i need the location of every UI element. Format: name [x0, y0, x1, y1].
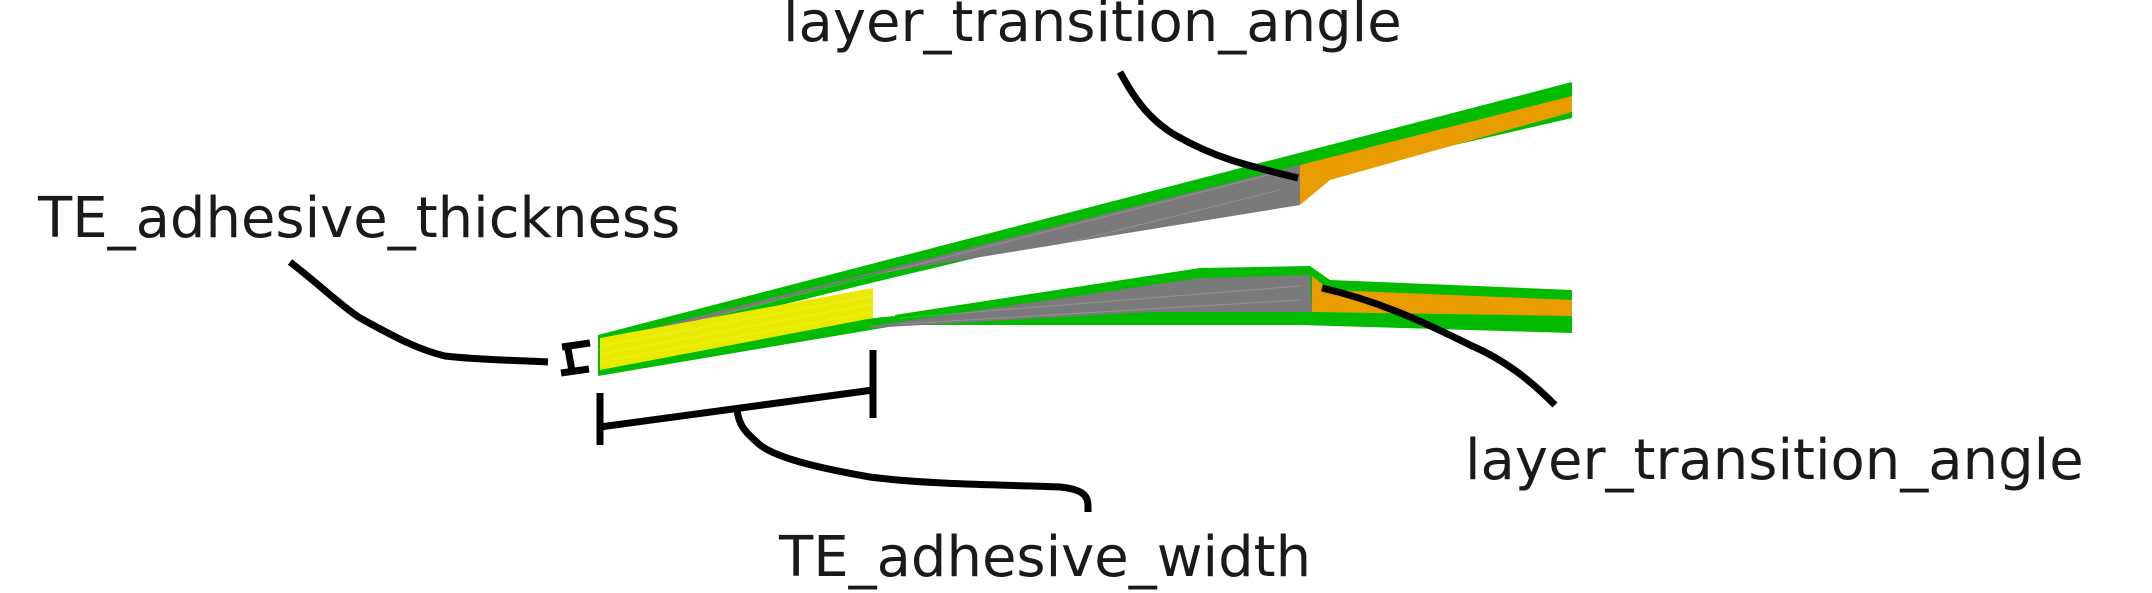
thickness-marker — [560, 339, 591, 377]
leader-line-top — [1116, 70, 1299, 182]
te-adhesive — [599, 284, 895, 370]
annotations — [287, 70, 1558, 513]
upper-spar-cap — [1300, 96, 1572, 205]
leader-line-right — [1321, 284, 1558, 408]
upper-shell-core — [604, 165, 1300, 346]
lower-shell-core — [870, 275, 1312, 328]
upper-shell-skin — [598, 82, 1572, 350]
te-adhesive-bond — [600, 288, 873, 370]
label-layer-transition-angle-top: layer_transition_angle — [783, 0, 1402, 55]
label-te-adhesive-thickness: TE_adhesive_thickness — [37, 186, 680, 251]
leader-line-width — [733, 407, 1092, 513]
label-layer-transition-angle-right: layer_transition_angle — [1465, 428, 2084, 493]
leader-line-thickness — [287, 259, 549, 366]
te-cavity-gap — [873, 284, 895, 318]
label-te-adhesive-width: TE_adhesive_width — [778, 525, 1311, 590]
